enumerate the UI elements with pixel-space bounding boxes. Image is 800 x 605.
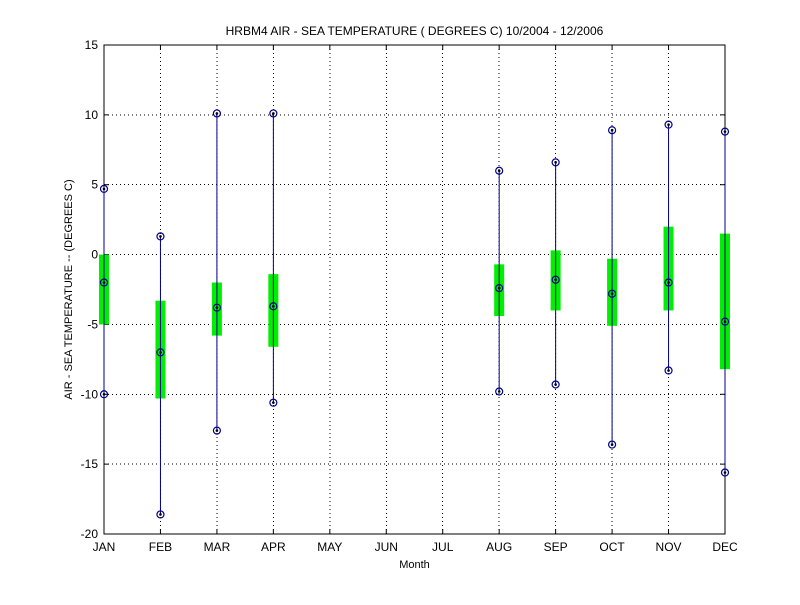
min-marker-ring (607, 440, 617, 449)
axis-ticks (103, 44, 726, 535)
min-marker-dot (497, 390, 501, 393)
median-marker-ring (269, 302, 278, 311)
data-marks (99, 109, 730, 519)
min-marker-dot (723, 471, 727, 474)
max-marker-ring (269, 109, 278, 118)
median-marker-dot (554, 278, 557, 282)
box-group-aug (494, 166, 505, 396)
y-tick-label: 10 (85, 108, 99, 122)
median-marker-dot (497, 286, 501, 290)
min-marker-ring (212, 426, 222, 435)
box-group-dec (720, 127, 730, 477)
median-marker-dot (215, 306, 219, 309)
y-tick-label: -10 (81, 387, 99, 401)
box-group-oct (607, 126, 618, 449)
median-marker-ring (664, 278, 673, 287)
median-marker-ring (212, 303, 222, 312)
median-marker-ring (551, 275, 560, 284)
median-marker-ring (495, 284, 504, 293)
x-tick-label: JUL (432, 540, 454, 554)
max-marker-ring (664, 120, 673, 129)
x-tick-label: DEC (712, 540, 738, 554)
y-tick-label: -15 (81, 457, 99, 471)
max-marker-dot (215, 112, 219, 115)
plot-area-frame (103, 44, 726, 535)
y-tick-label: 15 (85, 38, 99, 52)
median-marker-ring (156, 348, 165, 357)
max-marker-ring (607, 126, 617, 135)
x-tick-label: MAR (204, 540, 231, 554)
box-group-mar (211, 109, 222, 435)
min-marker-ring (156, 510, 165, 519)
box-group-feb (155, 232, 166, 519)
median-marker-dot (723, 320, 727, 323)
min-marker-ring (495, 387, 504, 396)
max-marker-dot (159, 235, 162, 238)
x-tick-labels: JAN FEB MAR APR MAY JUN JUL AUG SEP OCT NOV DEC (93, 540, 738, 554)
min-marker-ring (664, 366, 673, 375)
x-tick-label: FEB (149, 540, 172, 554)
x-tick-label: APR (261, 540, 286, 554)
box-group-apr (268, 109, 279, 407)
max-marker-dot (723, 130, 727, 133)
y-tick-label: 5 (91, 178, 98, 192)
median-marker-ring (99, 278, 109, 287)
grid-lines (104, 45, 725, 534)
max-marker-ring (551, 158, 560, 167)
y-tick-label: -20 (81, 527, 99, 541)
min-marker-dot (159, 513, 162, 516)
max-marker-ring (720, 127, 730, 136)
min-marker-ring (99, 390, 109, 399)
max-marker-dot (497, 169, 501, 173)
box-group-sep (550, 158, 561, 389)
max-marker-dot (667, 123, 670, 126)
x-axis-label: Month (399, 559, 430, 571)
x-tick-label: NOV (656, 540, 682, 554)
min-marker-dot (102, 392, 106, 396)
x-tick-label: JUN (375, 540, 398, 554)
median-marker-dot (272, 304, 275, 308)
y-tick-label: 0 (91, 248, 98, 262)
y-tick-labels: 15 10 5 0 -5 -10 -15 -20 (81, 38, 99, 541)
box-group-nov (663, 120, 674, 375)
min-marker-dot (667, 369, 670, 372)
max-marker-dot (102, 187, 106, 191)
y-tick-label: -5 (87, 317, 98, 331)
x-tick-label: SEP (544, 540, 568, 554)
median-marker-dot (667, 281, 670, 284)
min-marker-dot (554, 383, 557, 386)
box-group-jan (99, 184, 109, 399)
x-tick-label: MAY (317, 540, 342, 554)
max-marker-ring (495, 166, 504, 175)
median-marker-ring (720, 317, 730, 326)
median-marker-ring (607, 289, 617, 298)
min-marker-ring (551, 380, 560, 389)
min-marker-ring (269, 398, 278, 407)
min-marker-dot (215, 429, 219, 432)
x-tick-label: JAN (93, 540, 116, 554)
max-marker-dot (272, 112, 275, 115)
min-marker-ring (720, 468, 730, 477)
y-axis-label: AIR - SEA TEMPERATURE -- (DEGREES C) (63, 179, 75, 399)
max-marker-dot (554, 161, 557, 164)
x-tick-label: OCT (599, 540, 625, 554)
max-marker-ring (212, 109, 222, 118)
median-marker-dot (610, 292, 614, 295)
min-marker-dot (610, 443, 614, 446)
median-marker-dot (159, 351, 162, 354)
max-marker-dot (610, 128, 614, 132)
x-tick-label: AUG (486, 540, 512, 554)
median-marker-dot (102, 281, 106, 284)
min-marker-dot (272, 401, 275, 404)
chart-title: HRBM4 AIR - SEA TEMPERATURE ( DEGREES C)… (226, 24, 604, 38)
max-marker-ring (156, 232, 165, 241)
max-marker-ring (99, 184, 109, 194)
